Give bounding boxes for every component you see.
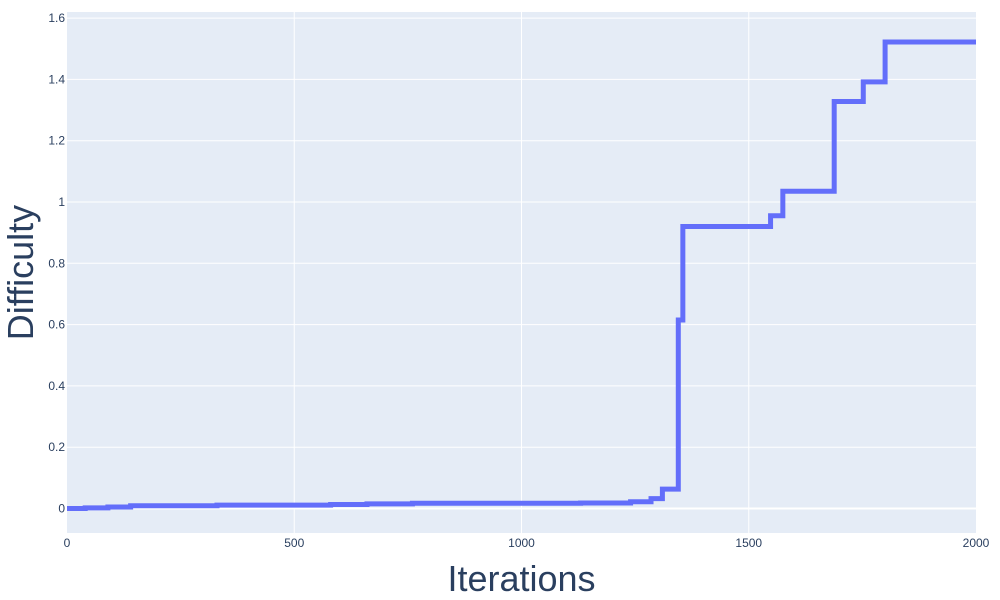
y-tick-label: 0.4 <box>48 379 65 393</box>
y-tick-label: 1 <box>58 195 65 209</box>
x-tick-label: 0 <box>64 536 71 550</box>
y-tick-label: 0 <box>58 501 65 515</box>
x-tick-label: 1500 <box>735 536 762 550</box>
series-layer <box>67 39 976 511</box>
y-tick-label: 1.2 <box>48 134 65 148</box>
x-axis-title: Iterations <box>447 558 595 599</box>
y-tick-label: 1.6 <box>48 11 65 25</box>
x-tick-label: 1000 <box>508 536 535 550</box>
x-tick-label: 500 <box>284 536 304 550</box>
x-gridlines <box>293 12 750 533</box>
y-tick-label: 1.4 <box>48 72 65 86</box>
y-tick-label: 0.2 <box>48 440 65 454</box>
difficulty-line <box>67 39 976 511</box>
x-tick-label: 2000 <box>963 536 990 550</box>
y-tick-labels: 0 0.2 0.4 0.6 0.8 1 1.2 1.4 1.6 <box>48 11 65 515</box>
y-gridlines <box>67 17 976 510</box>
y-tick-label: 0.6 <box>48 318 65 332</box>
x-tick-labels: 0 500 1000 1500 2000 <box>64 536 990 550</box>
y-axis-title: Difficulty <box>0 205 41 340</box>
y-tick-label: 0.8 <box>48 256 65 270</box>
